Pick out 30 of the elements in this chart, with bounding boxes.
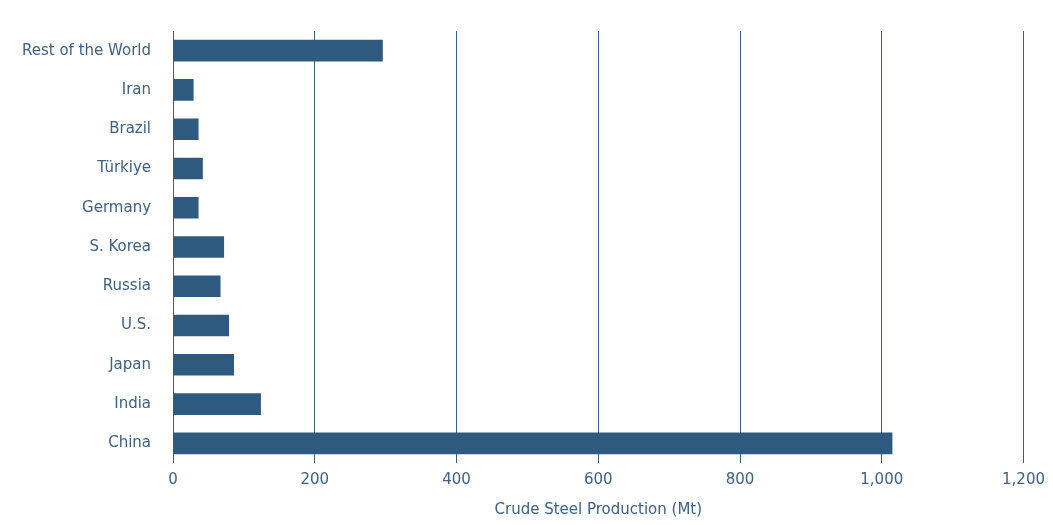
- y-tick-label: India: [114, 393, 152, 412]
- y-tick-label: Rest of the World: [21, 40, 152, 59]
- bar: [173, 118, 199, 140]
- bar: [173, 314, 230, 337]
- x-tick-label: 1,000: [860, 469, 904, 488]
- y-tick-label: U.S.: [120, 315, 152, 334]
- x-tick-label: 600: [583, 469, 613, 488]
- bar: [173, 79, 194, 101]
- bar: [173, 196, 199, 219]
- x-axis-title: Crude Steel Production (Mt): [494, 499, 703, 518]
- x-tick-label: 400: [442, 469, 471, 488]
- bar: [173, 157, 203, 180]
- y-tick-label: China: [108, 433, 152, 452]
- y-tick-label: Brazil: [109, 119, 152, 138]
- x-tick-label: 1,200: [1002, 469, 1046, 488]
- y-tick-label: Iran: [121, 79, 152, 98]
- y-tick-label: S. Korea: [89, 236, 152, 255]
- bar: [173, 432, 893, 455]
- bar: [173, 39, 383, 62]
- y-tick-label: Germany: [82, 197, 152, 216]
- bar: [173, 354, 234, 376]
- y-tick-label: Türkiye: [96, 158, 152, 177]
- x-tick-label: 200: [300, 469, 330, 488]
- y-tick-label: Japan: [108, 354, 152, 373]
- bar: [173, 275, 221, 298]
- bar: [173, 236, 225, 258]
- x-tick-label: 800: [725, 469, 755, 488]
- bar: [173, 393, 261, 415]
- x-tick-label: 0: [168, 469, 178, 488]
- y-tick-label: Russia: [102, 276, 152, 295]
